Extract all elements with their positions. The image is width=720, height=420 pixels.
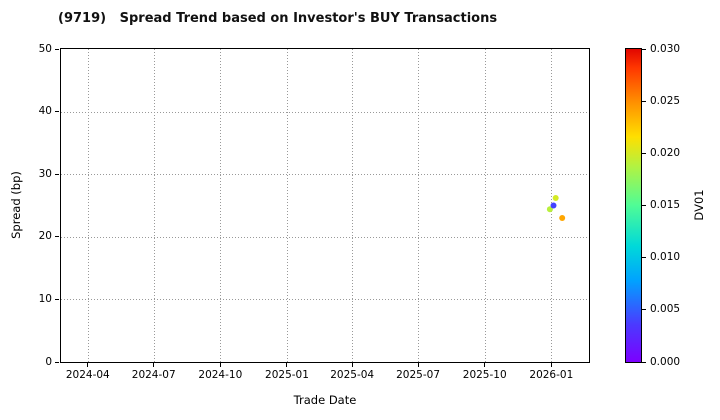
x-tick-label: 2026-01 [529, 369, 574, 381]
y-tick-label: 0 [45, 355, 52, 368]
colorbar-tick-mark [642, 361, 646, 363]
x-tick-label: 2024-10 [198, 369, 243, 381]
y-axis-label: Spread (bp) [9, 171, 23, 239]
plot-area [60, 48, 590, 363]
y-tick-mark [55, 361, 59, 363]
y-tick-label: 50 [38, 42, 52, 55]
y-tick-label: 20 [38, 230, 52, 243]
data-point [552, 195, 559, 201]
plot-canvas [61, 49, 589, 362]
colorbar-tick-label: 0.030 [650, 42, 681, 55]
data-point [559, 215, 566, 221]
chart-title: (9719) Spread Trend based on Investor's … [58, 11, 498, 26]
x-tick-label: 2024-04 [65, 369, 110, 381]
colorbar-tick-label: 0.010 [650, 251, 681, 264]
x-tick-mark [286, 363, 288, 367]
colorbar-tick-mark [642, 205, 646, 206]
x-tick-mark [153, 363, 155, 367]
colorbar-tick-label: 0.020 [650, 146, 681, 159]
y-tick-mark [55, 236, 59, 238]
colorbar-gradient [625, 48, 642, 363]
colorbar-tick-label: 0.015 [650, 199, 681, 211]
colorbar-tick-label: 0.025 [650, 94, 681, 107]
y-tick-mark [55, 48, 59, 50]
colorbar-tick-mark [642, 152, 646, 154]
colorbar-tick-mark [642, 48, 646, 50]
y-tick-mark [55, 298, 59, 300]
x-tick-mark [219, 363, 221, 367]
x-tick-mark [351, 363, 353, 367]
colorbar-label: DV01 [692, 189, 706, 221]
data-point [550, 202, 557, 209]
y-tick-label: 30 [38, 167, 52, 180]
x-tick-mark [550, 363, 552, 367]
colorbar-tick-mark [642, 257, 646, 259]
x-tick-mark [87, 363, 89, 367]
y-tick-label: 40 [38, 105, 52, 118]
x-tick-label: 2025-04 [330, 369, 375, 381]
y-tick-label: 10 [38, 292, 52, 305]
colorbar-tick-mark [642, 309, 646, 311]
x-tick-label: 2025-01 [265, 369, 309, 381]
x-axis-label: Trade Date [293, 393, 357, 407]
y-tick-mark [55, 111, 59, 113]
x-tick-mark [417, 363, 419, 367]
colorbar-tick-label: 0.000 [650, 355, 681, 368]
x-tick-label: 2024-07 [131, 369, 176, 381]
data-point [546, 206, 553, 213]
colorbar-tick-mark [642, 100, 646, 102]
x-tick-label: 2025-07 [396, 369, 440, 381]
y-tick-mark [55, 173, 59, 175]
colorbar-tick-label: 0.005 [650, 303, 681, 316]
x-tick-mark [484, 363, 486, 367]
x-tick-label: 2025-10 [462, 369, 507, 381]
